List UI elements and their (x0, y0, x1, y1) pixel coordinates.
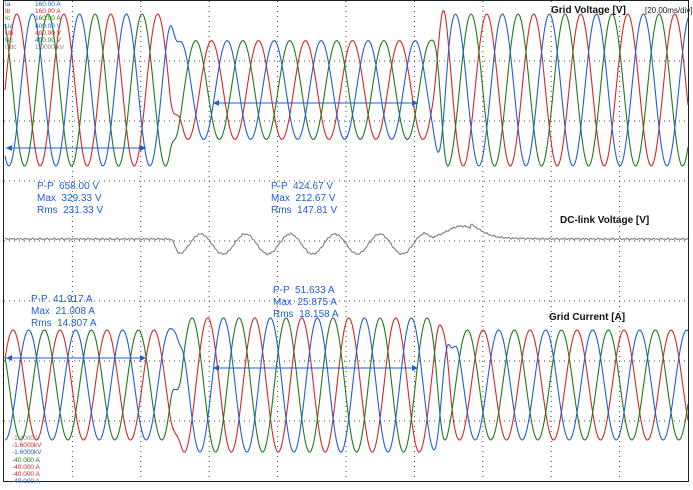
channel-row: Ic 160.00 A (5, 15, 64, 22)
current-cursor-after (213, 365, 418, 371)
max-value: Max 329.33 V (37, 193, 102, 204)
channel-name: Ub (5, 29, 14, 37)
grid-current-phase-a (4, 317, 689, 453)
channel-offset-row: -40.000 A (12, 478, 40, 486)
peak-to-peak-value: P-P 658.00 V (37, 181, 100, 192)
channel-offset-row: -1.6000kV (12, 442, 42, 450)
arrow-head-left (213, 365, 219, 371)
peak-to-peak-value: P-P 424.67 V (271, 181, 334, 192)
channel-offset-row: -40.000 A (12, 471, 40, 479)
channel-scale: 1.0000 kV (35, 44, 65, 52)
channel-scale: 160.00 A (35, 8, 61, 16)
rms-value: Rms 18.158 A (273, 309, 339, 320)
dc-link-voltage-title: DC-link Voltage [V] (560, 215, 650, 226)
traces (4, 10, 689, 453)
channel-offset-row: -40.000 A (12, 456, 40, 464)
channel-scale: 400.00 V (35, 29, 62, 37)
channel-name: Uc (5, 37, 13, 45)
current-cursor-before (6, 355, 146, 361)
grid-current-phase-b (4, 317, 689, 453)
max-value: Max 25.875 A (273, 297, 337, 308)
voltage-cursor-after (213, 100, 418, 106)
dc-link-voltage-trace (4, 223, 689, 256)
channel-name: Ib (5, 8, 11, 16)
grid-voltage-phase-b (4, 13, 689, 167)
arrow-head-left (213, 100, 219, 106)
channel-offset-row: -40.000 A (12, 463, 40, 471)
channel-row: Ua 400.00 V (5, 23, 64, 30)
arrow-head-left (6, 145, 12, 151)
voltage-cursor-before (6, 145, 146, 151)
channel-offset-row: -1.6000kV (12, 449, 42, 457)
channel-name: Ua (5, 22, 14, 30)
channel-row: Udc 1.0000 kV (5, 44, 64, 51)
max-value: Max 212.67 V (271, 193, 336, 204)
max-value: Max 21.008 A (31, 306, 95, 317)
arrow-head-right (412, 365, 418, 371)
peak-to-peak-value: P-P 51.633 A (273, 285, 335, 296)
grid-current-measurement-after: P-P 51.633 A Max 25.875 A Rms 18.158 A (273, 285, 339, 321)
grid-voltage-measurement-after: P-P 424.67 V Max 212.67 V Rms 147.81 V (271, 181, 337, 217)
arrow-head-right (140, 145, 146, 151)
grid-current-title: Grid Current [A] (549, 312, 626, 323)
channel-row: Ib 160.00 A (5, 8, 64, 15)
time-per-division: [20.00ms/div] (645, 6, 693, 15)
channel-row: Uc 400.00 V (5, 37, 64, 44)
channel-scale: 160.00 A (35, 15, 61, 23)
arrow-head-right (412, 100, 418, 106)
channel-scale-list-top: Ia 160.00 A Ib 160.00 A Ic 160.00 A Ua 400.00 V… (5, 1, 64, 51)
rms-value: Rms 14.807 A (31, 318, 97, 329)
rms-value: Rms 231.33 V (37, 205, 104, 216)
channel-name: Ic (5, 15, 11, 23)
channel-scale: 400.00 V (35, 22, 62, 30)
channel-name: Udc (5, 44, 17, 52)
arrow-head-right (140, 355, 146, 361)
arrow-head-left (6, 355, 12, 361)
cursor-arrows (6, 100, 418, 371)
channel-offset-list-bottom: -1.3000 V -1.6000kV -1.6000kV -40.000 A -40.… (12, 435, 42, 485)
grid-current-measurement-before: P-P 41.917 A Max 21.008 A Rms 14.807 A (31, 294, 97, 330)
grid-current-phase-c (4, 317, 689, 453)
channel-scale: 160.00 A (35, 1, 61, 8)
channel-scale: 400.00 V (35, 37, 62, 45)
channel-offset-row: -1.3000 V (12, 435, 41, 442)
grid-voltage-phase-c (4, 13, 689, 167)
grid-voltage-measurement-before: P-P 658.00 V Max 329.33 V Rms 231.33 V (37, 181, 103, 217)
grid-voltage-title: Grid Voltage [V] (551, 5, 626, 16)
peak-to-peak-value: P-P 41.917 A (31, 294, 93, 305)
rms-value: Rms 147.81 V (271, 205, 338, 216)
channel-row: Ia 160.00 A (5, 1, 64, 8)
channel-row: Ub 400.00 V (5, 30, 64, 37)
channel-name: Ia (5, 1, 11, 8)
